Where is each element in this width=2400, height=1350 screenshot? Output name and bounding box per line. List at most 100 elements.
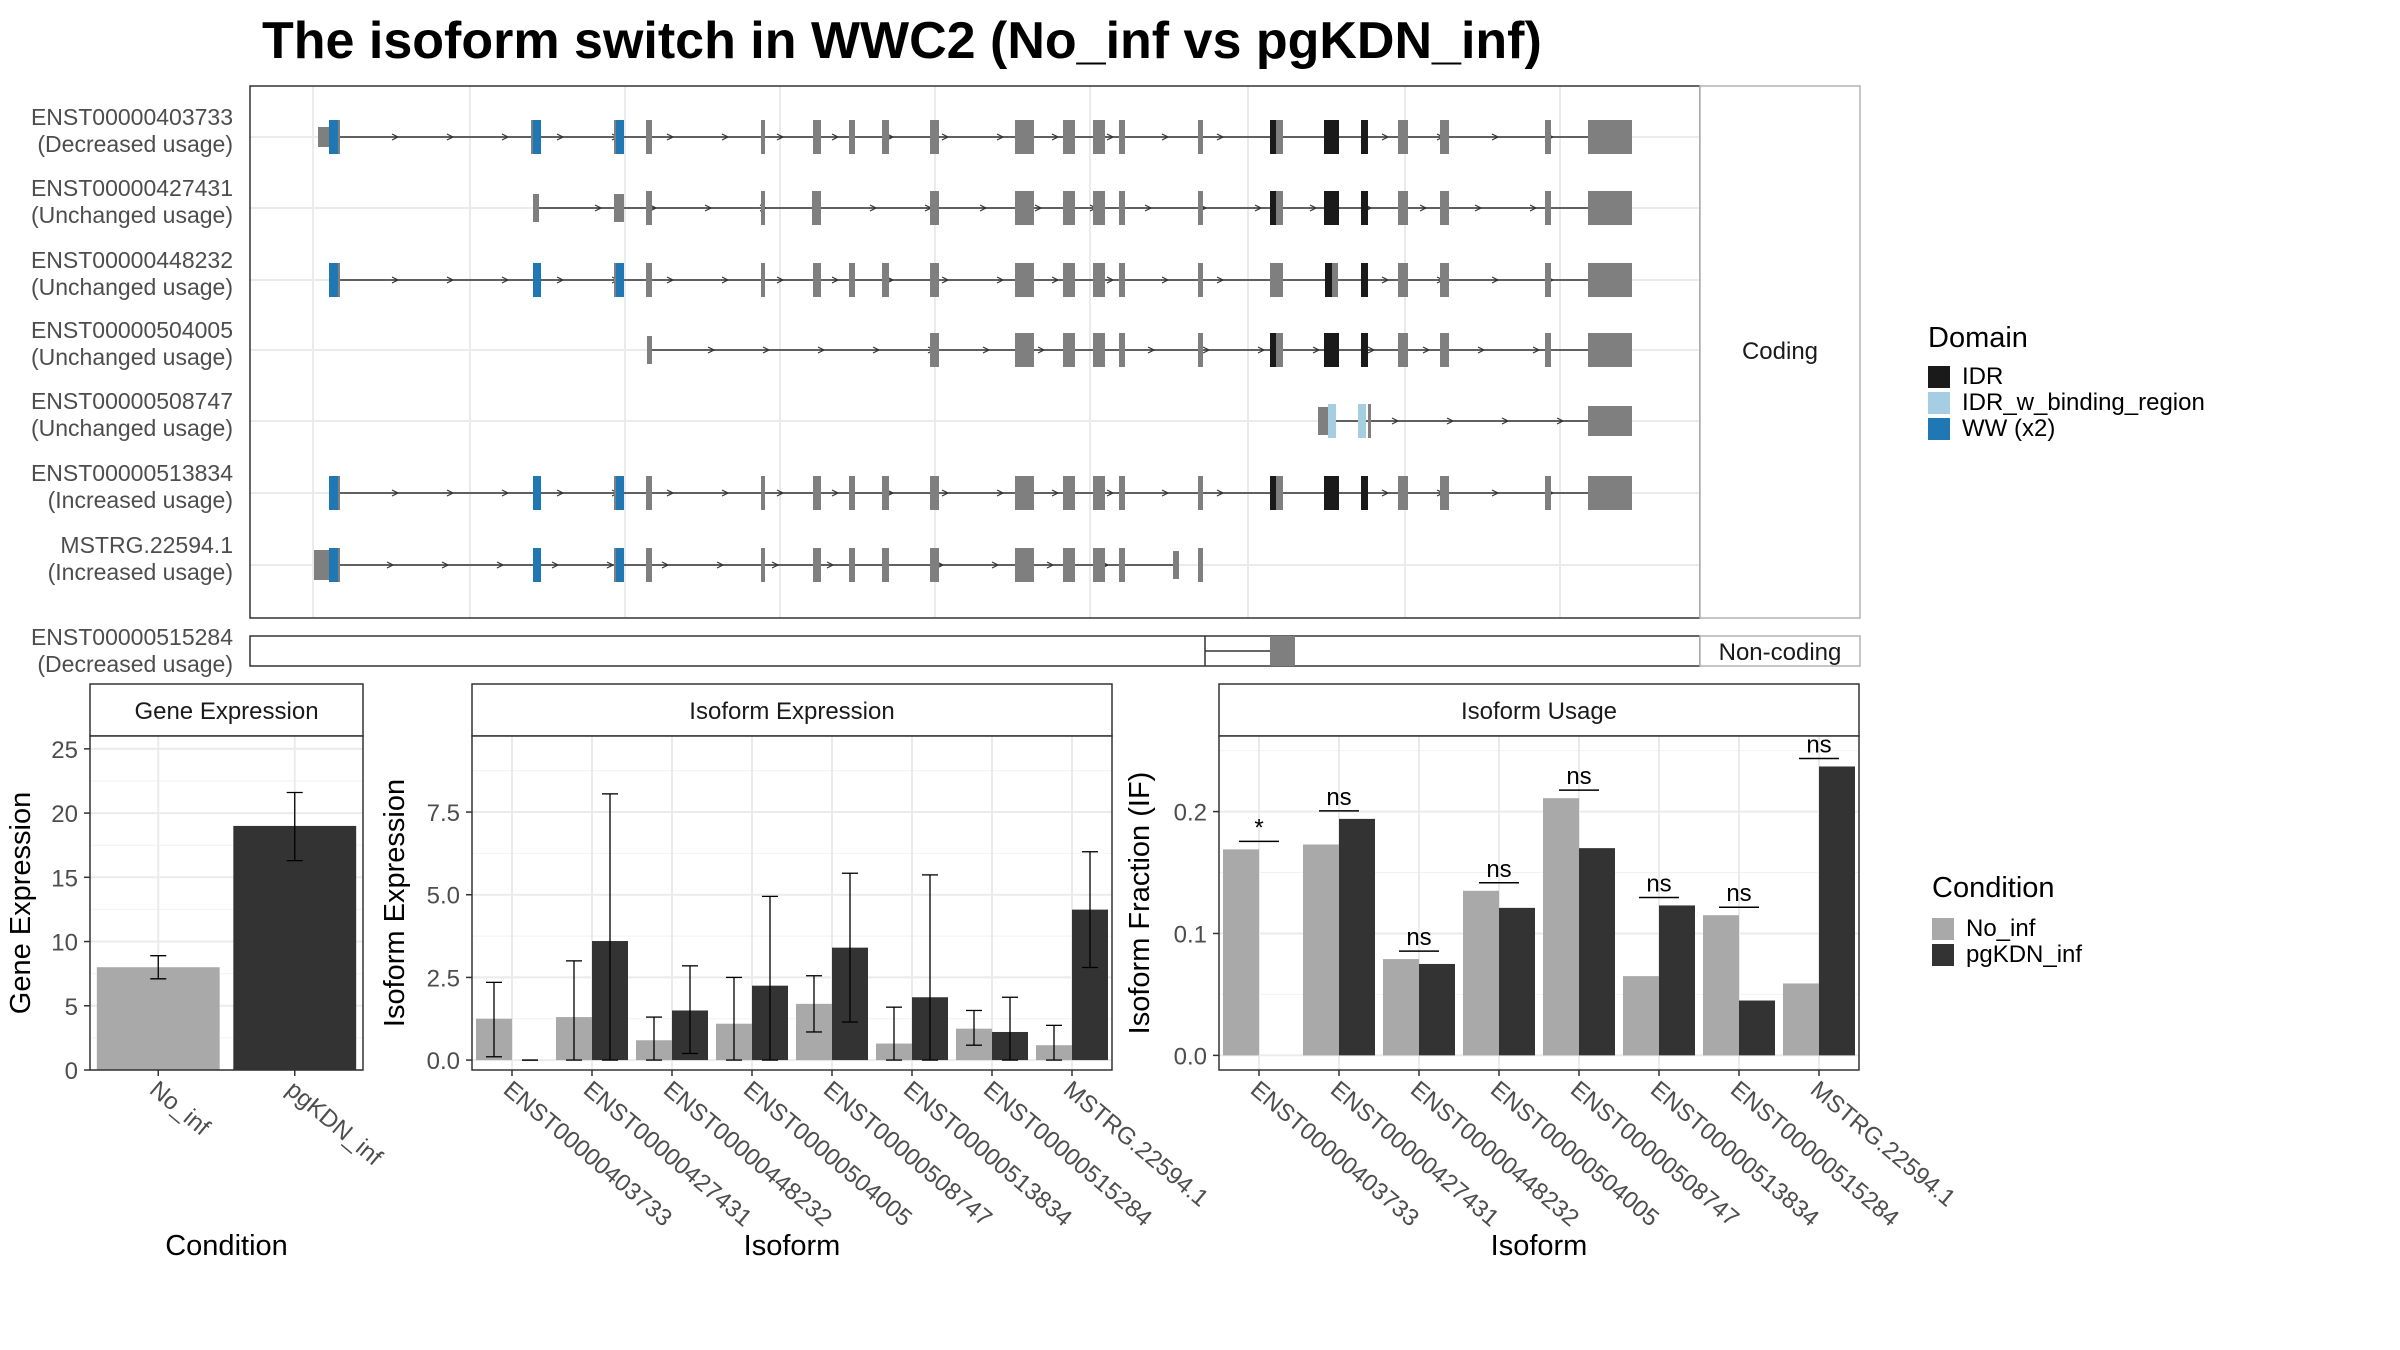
exon-block: [1093, 120, 1105, 154]
exon-block: [1398, 476, 1408, 510]
idr-domain: [1361, 120, 1368, 154]
exon-block: [1398, 263, 1408, 297]
gene-expression-chart: Gene Expression 0 5 10 15 20 25 No_inf pgKDN_inf…: [5, 683, 387, 1262]
exon-block: [812, 191, 817, 225]
transcript-MSTRG-22594-1: [314, 548, 1203, 582]
bar: [1819, 766, 1855, 1056]
exon-block: [314, 550, 331, 580]
legend-key-label: No_inf: [1966, 915, 2036, 942]
direction-arrow: [1051, 133, 1060, 141]
exon-block: [1119, 191, 1125, 225]
ww-domain: [533, 476, 541, 510]
exon-block: [646, 120, 652, 154]
legend-key-swatch: [1928, 392, 1950, 414]
direction-arrow: [446, 276, 455, 284]
direction-arrow: [661, 561, 670, 569]
direction-arrow: [1216, 489, 1225, 497]
exon-block: [813, 476, 821, 510]
structure-panel-bg: [250, 86, 1700, 618]
transcript-ENST00000448232: [329, 263, 1632, 297]
direction-arrow: [1106, 489, 1115, 497]
exon-block: [1015, 120, 1034, 154]
legend-key-label: IDR_w_binding_region: [1962, 389, 2205, 416]
y-tick-label: 5.0: [427, 883, 460, 910]
exon-block: [1398, 333, 1408, 367]
bar: [1223, 849, 1259, 1056]
direction-arrow: [501, 133, 510, 141]
exon-block: [1270, 263, 1283, 297]
direction-arrow: [991, 561, 1000, 569]
direction-arrow: [556, 133, 565, 141]
exon-block: [1063, 548, 1075, 582]
bar: [1383, 959, 1419, 1056]
direction-arrow: [996, 133, 1005, 141]
exon-block: [1588, 193, 1632, 223]
ww-domain: [329, 120, 338, 154]
direction-arrow: [1257, 346, 1266, 354]
exon-block: [1093, 191, 1105, 225]
ww-domain: [616, 263, 624, 297]
direction-arrow: [1312, 346, 1321, 354]
significance-label: ns: [1566, 763, 1591, 790]
direction-arrow: [556, 489, 565, 497]
exon-block: [1093, 476, 1105, 510]
exon-block: [1015, 548, 1034, 582]
direction-arrow: [1532, 346, 1541, 354]
idr-domain: [1270, 476, 1276, 510]
legend-key-swatch: [1928, 418, 1950, 440]
bar: [1623, 976, 1659, 1056]
panel-strip-label: Isoform Expression: [689, 698, 894, 725]
noncoding-panel-border: [249, 635, 1701, 667]
direction-arrow: [1034, 204, 1043, 212]
exon-block: [1440, 476, 1449, 510]
direction-arrow: [391, 133, 400, 141]
direction-arrow: [762, 346, 771, 354]
direction-arrow: [496, 561, 505, 569]
panel-strip: [471, 683, 1113, 737]
exon-block: [1588, 265, 1632, 295]
direction-arrow: [721, 133, 730, 141]
direction-arrow: [1051, 276, 1060, 284]
idr-domain: [1361, 191, 1368, 225]
exon-block: [1588, 478, 1632, 508]
transcript-id-label: ENST00000403733: [31, 104, 233, 130]
exon-block: [882, 263, 889, 297]
idr-domain: [1324, 333, 1339, 367]
direction-arrow: [831, 133, 840, 141]
bar: [1579, 848, 1615, 1056]
exon-block: [930, 333, 939, 367]
coding-strip: [1699, 85, 1861, 619]
panel-border: [471, 735, 1113, 1071]
direction-arrow: [707, 346, 716, 354]
transcript-usage-label: (Unchanged usage): [31, 344, 233, 370]
transcript-usage-label: (Increased usage): [48, 559, 233, 585]
exon-block: [930, 263, 939, 297]
significance-label: ns: [1406, 924, 1431, 951]
direction-arrow: [716, 561, 725, 569]
transcript-ENST00000513834: [329, 476, 1632, 510]
idr-binding-domain: [1358, 404, 1366, 438]
direction-arrow: [606, 561, 615, 569]
exon-block: [849, 263, 855, 297]
idr-domain: [1324, 476, 1339, 510]
exon-block: [1318, 407, 1328, 435]
direction-arrow: [817, 346, 826, 354]
direction-arrow: [941, 276, 950, 284]
exon-block: [1119, 333, 1125, 367]
idr-domain: [1361, 333, 1368, 367]
direction-arrow: [1446, 417, 1455, 425]
exon-block: [1119, 263, 1125, 297]
idr-domain: [1324, 120, 1339, 154]
ww-domain: [533, 548, 541, 582]
exon-block: [849, 120, 855, 154]
exon-block: [1093, 333, 1105, 367]
panel-bg: [472, 736, 1112, 1070]
exon-block: [1093, 548, 1105, 582]
exon-block: [647, 336, 652, 364]
figure-title: The isoform switch in WWC2 (No_inf vs pg…: [262, 12, 1542, 70]
legend-key-swatch: [1932, 918, 1954, 940]
direction-arrow: [1046, 561, 1055, 569]
exon-block: [1063, 476, 1075, 510]
